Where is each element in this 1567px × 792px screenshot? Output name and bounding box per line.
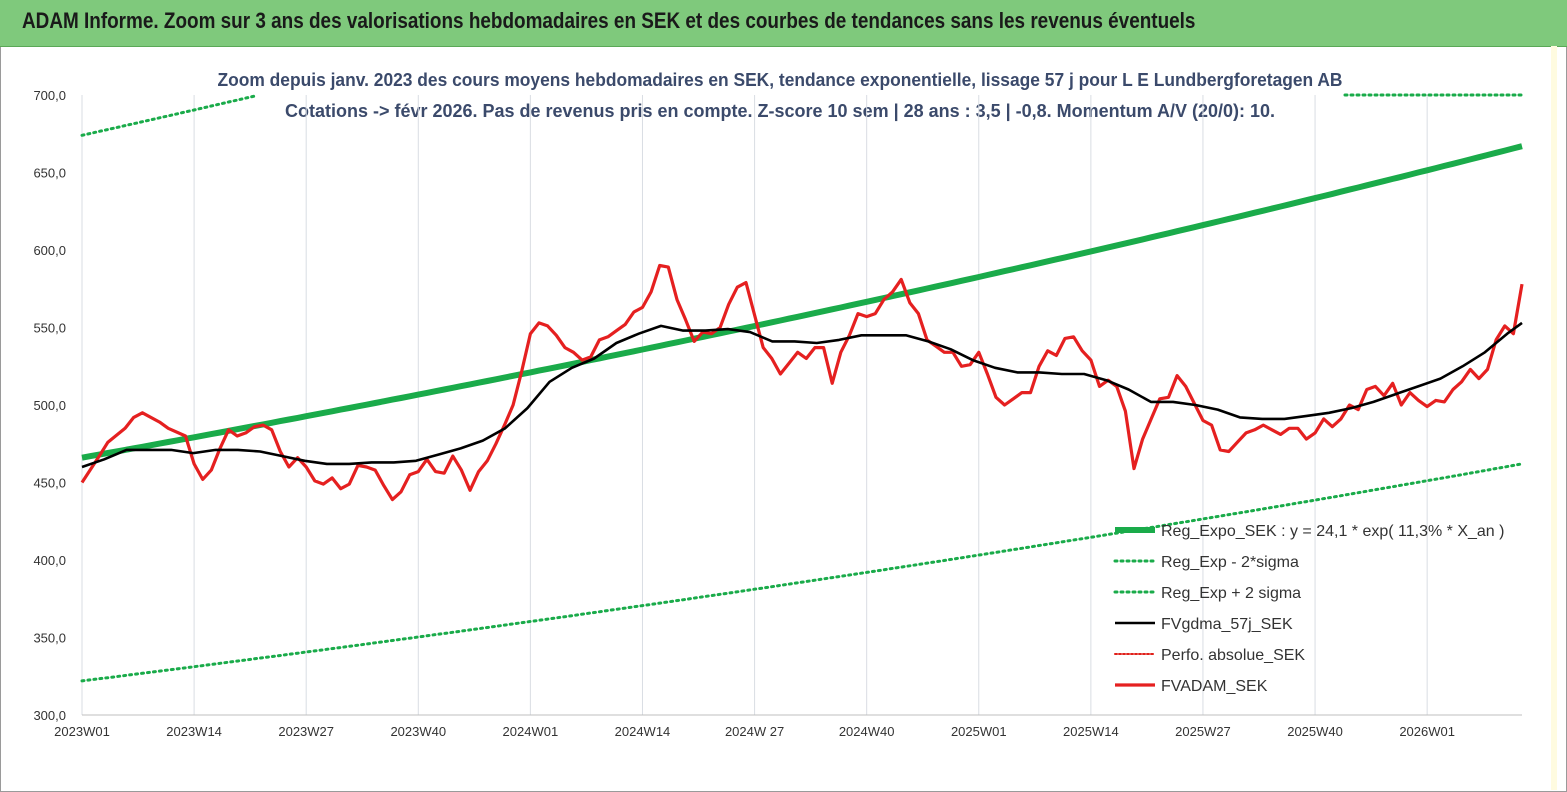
series-line-reg-plus-2sigma xyxy=(80,94,256,137)
y-tick-label: 350,0 xyxy=(33,631,66,646)
y-tick-label: 700,0 xyxy=(33,88,66,103)
chart-title-line2: Cotations -> févr 2026. Pas de revenus p… xyxy=(285,101,1275,121)
plot-series xyxy=(80,93,1524,683)
y-tick-label: 450,0 xyxy=(33,476,66,491)
gridlines xyxy=(81,95,1428,715)
chart-title-line1: Zoom depuis janv. 2023 des cours moyens … xyxy=(218,70,1343,90)
series-line-reg-minus-2sigma xyxy=(80,462,1524,683)
legend-label: Perfo. absolue_SEK xyxy=(1161,647,1305,664)
legend-label: FVgdma_57j_SEK xyxy=(1161,616,1293,633)
y-tick-label: 600,0 xyxy=(33,243,66,258)
legend-label: Reg_Expo_SEK : y = 24,1 * exp( 11,3% * X… xyxy=(1161,523,1504,540)
x-tick-label: 2025W14 xyxy=(1063,724,1119,739)
x-axis: 2023W01 2023W14 2023W27 2023W40 2024W01 2024W… xyxy=(54,714,1522,739)
x-tick-label: 2023W40 xyxy=(390,724,446,739)
legend-label: Reg_Exp + 2 sigma xyxy=(1161,585,1301,602)
x-tick-label: 2024W14 xyxy=(615,724,671,739)
y-tick-label: 550,0 xyxy=(33,321,66,336)
x-tick-label: 2024W01 xyxy=(503,724,559,739)
legend-label: Reg_Exp - 2*sigma xyxy=(1161,554,1299,571)
y-tick-label: 400,0 xyxy=(33,553,66,568)
legend-label: FVADAM_SEK xyxy=(1161,678,1268,695)
x-tick-label: 2024W40 xyxy=(839,724,895,739)
banner-title: ADAM Informe. Zoom sur 3 ans des valoris… xyxy=(22,8,1196,33)
x-tick-label: 2023W27 xyxy=(278,724,334,739)
y-tick-label: 500,0 xyxy=(33,398,66,413)
series-line-fvgdma xyxy=(81,321,1523,469)
header-banner: ADAM Informe. Zoom sur 3 ans des valoris… xyxy=(0,0,1567,47)
legend: Reg_Expo_SEK : y = 24,1 * exp( 11,3% * X… xyxy=(1113,523,1504,695)
series-line-reg-expo xyxy=(81,143,1523,461)
x-tick-label: 2023W14 xyxy=(166,724,222,739)
y-tick-label: 650,0 xyxy=(33,166,66,181)
x-tick-label: 2025W40 xyxy=(1287,724,1343,739)
y-axis: 300,0 350,0 400,0 450,0 500,0 550,0 600,0 650,0… xyxy=(33,88,66,723)
y-tick-label: 300,0 xyxy=(33,708,66,723)
x-tick-label: 2025W01 xyxy=(951,724,1007,739)
series-line-fvadam xyxy=(80,263,1524,502)
x-tick-label: 2025W27 xyxy=(1175,724,1231,739)
chart-area: Zoom depuis janv. 2023 des cours moyens … xyxy=(33,70,1524,739)
right-edge-strip xyxy=(1551,46,1557,790)
x-tick-label: 2023W01 xyxy=(54,724,110,739)
x-tick-label: 2024W 27 xyxy=(725,724,784,739)
x-tick-label: 2026W01 xyxy=(1399,724,1455,739)
